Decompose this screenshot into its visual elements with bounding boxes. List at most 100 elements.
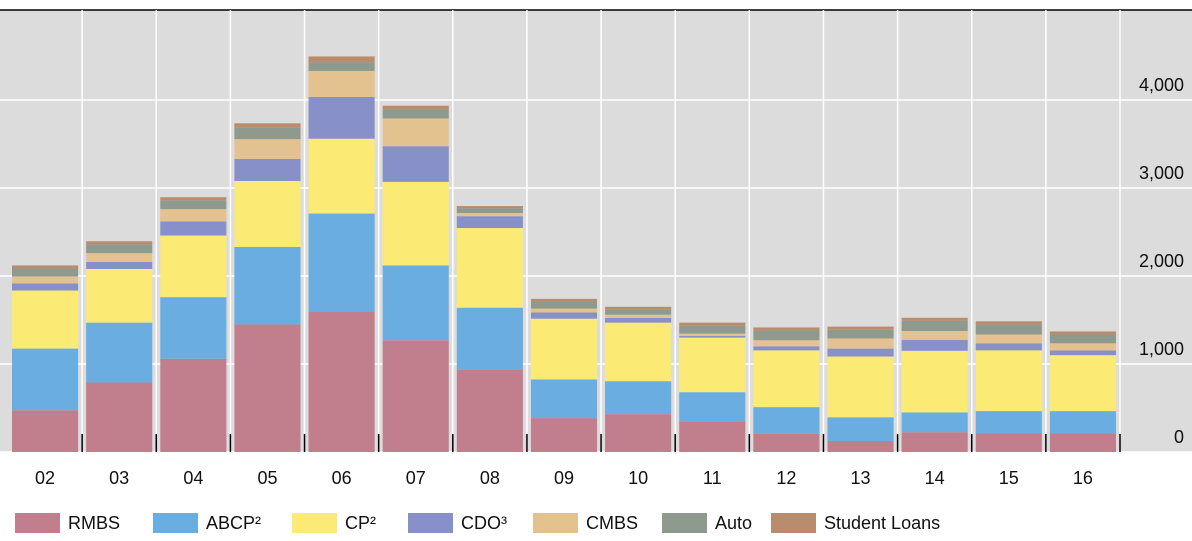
bar-segment bbox=[901, 331, 968, 340]
bar-segment bbox=[234, 139, 301, 159]
bar-segment bbox=[975, 350, 1042, 412]
bar-segment bbox=[12, 290, 79, 349]
bar-segment bbox=[827, 348, 894, 357]
bar-segment bbox=[382, 118, 449, 147]
bar-segment bbox=[753, 327, 820, 331]
bar-segment bbox=[308, 311, 375, 452]
bar-segment bbox=[160, 297, 227, 359]
y-tick-label: 1,000 bbox=[1139, 339, 1184, 359]
bar-segment bbox=[12, 268, 79, 277]
bar-segment bbox=[605, 309, 672, 315]
bar-segment bbox=[530, 318, 598, 380]
y-tick-label: 0 bbox=[1174, 427, 1184, 447]
x-tick-label: 08 bbox=[480, 468, 500, 488]
bar-segment bbox=[86, 268, 153, 323]
x-tick-label: 11 bbox=[703, 468, 722, 488]
legend-swatch bbox=[15, 513, 60, 533]
bar-segment bbox=[975, 324, 1042, 335]
bar-segment bbox=[679, 325, 746, 334]
x-tick-label: 10 bbox=[628, 468, 648, 488]
bar-segment bbox=[160, 221, 227, 236]
x-tick-label: 02 bbox=[35, 468, 55, 488]
bar-segment bbox=[234, 246, 301, 325]
bar-segment bbox=[530, 301, 598, 309]
bar-segment bbox=[530, 308, 598, 313]
bar-segment bbox=[679, 337, 746, 393]
bar-segment bbox=[605, 322, 672, 382]
bar-segment bbox=[605, 381, 672, 415]
bar-segment bbox=[975, 343, 1042, 351]
bar-segment bbox=[753, 407, 820, 434]
bar-segment bbox=[456, 208, 523, 214]
bar-segment bbox=[234, 180, 301, 247]
bar-segment bbox=[456, 216, 523, 229]
bar-segment bbox=[382, 265, 449, 341]
x-tick-label: 15 bbox=[999, 468, 1019, 488]
bar-segment bbox=[456, 206, 523, 209]
bar-segment bbox=[679, 322, 746, 326]
x-tick-label: 14 bbox=[925, 468, 945, 488]
bar-segment bbox=[86, 382, 153, 452]
bar-segment bbox=[827, 338, 894, 349]
bar-segment bbox=[1049, 433, 1116, 452]
bar-segment bbox=[827, 417, 894, 441]
bar-segment bbox=[12, 410, 79, 452]
bar-segment bbox=[827, 326, 894, 330]
legend-label: Auto bbox=[715, 513, 752, 533]
x-tick-label: 16 bbox=[1073, 468, 1093, 488]
bar-segment bbox=[234, 127, 301, 140]
bar-segment bbox=[1049, 331, 1116, 335]
bar-segment bbox=[827, 356, 894, 418]
bar-segment bbox=[456, 307, 523, 370]
bar-segment bbox=[1049, 350, 1116, 356]
bar-segment bbox=[901, 339, 968, 351]
bar-segment bbox=[753, 330, 820, 341]
bar-segment bbox=[679, 392, 746, 422]
bar-segment bbox=[160, 358, 227, 452]
legend-label: CDO³ bbox=[461, 513, 507, 533]
bar-segment bbox=[753, 346, 820, 351]
bar-segment bbox=[160, 209, 227, 222]
y-tick-label: 4,000 bbox=[1139, 75, 1184, 95]
bar-segment bbox=[1049, 355, 1116, 412]
x-tick-label: 12 bbox=[776, 468, 796, 488]
bar-segment bbox=[308, 70, 375, 97]
bar-segment bbox=[160, 235, 227, 298]
bar-segment bbox=[234, 324, 301, 452]
bar-segment bbox=[456, 228, 523, 308]
bar-segment bbox=[901, 432, 968, 452]
bar-segment bbox=[901, 320, 968, 331]
legend-swatch bbox=[662, 513, 707, 533]
bar-segment bbox=[382, 105, 449, 110]
legend-label: CMBS bbox=[586, 513, 638, 533]
bar-segment bbox=[86, 241, 153, 245]
bar-segment bbox=[827, 329, 894, 339]
bar-segment bbox=[901, 412, 968, 433]
bar-segment bbox=[234, 123, 301, 128]
bar-segment bbox=[308, 56, 375, 63]
x-tick-label: 09 bbox=[554, 468, 574, 488]
bar-segment bbox=[12, 283, 79, 291]
bar-segment bbox=[308, 138, 375, 214]
bar-segment bbox=[86, 244, 153, 254]
bar-segment bbox=[1049, 411, 1116, 434]
bar-segment bbox=[456, 369, 523, 452]
bar-segment bbox=[605, 314, 672, 318]
bar-segment bbox=[86, 253, 153, 262]
bar-segment bbox=[12, 348, 79, 411]
bar-segment bbox=[975, 433, 1042, 452]
x-tick-label: 13 bbox=[851, 468, 871, 488]
bar-segment bbox=[160, 200, 227, 210]
bar-segment bbox=[530, 379, 598, 419]
legend-label: ABCP² bbox=[206, 513, 261, 533]
bar-segment bbox=[234, 158, 301, 181]
bar-segment bbox=[308, 96, 375, 139]
bar-segment bbox=[530, 312, 598, 319]
bar-segment bbox=[382, 109, 449, 119]
bar-segment bbox=[679, 333, 746, 336]
legend-swatch bbox=[771, 513, 816, 533]
bar-segment bbox=[605, 317, 672, 323]
bar-segment bbox=[382, 146, 449, 182]
bar-segment bbox=[753, 350, 820, 408]
